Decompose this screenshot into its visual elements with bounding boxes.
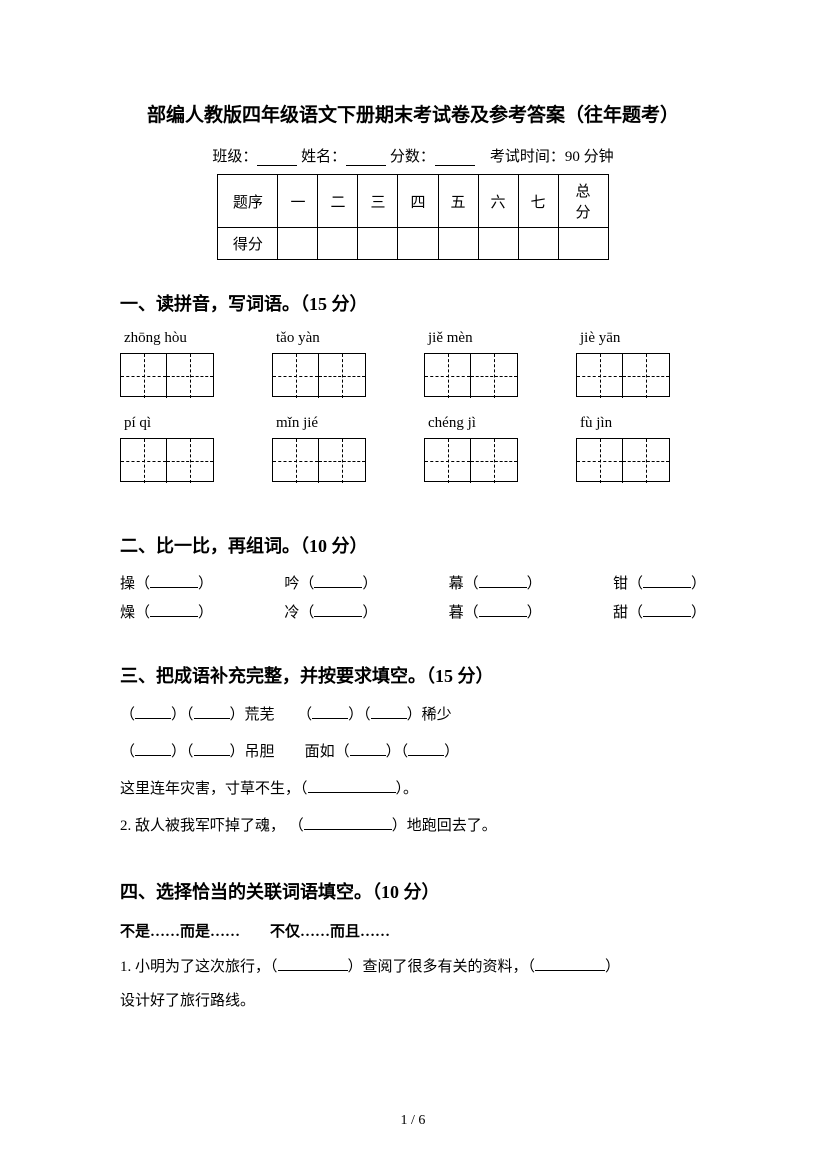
idiom-sentence-1: 这里连年灾害，寸草不生，（）。 (120, 776, 706, 803)
word-pair: 甜（） (613, 601, 706, 622)
char-grid[interactable] (120, 438, 214, 482)
fill-blank[interactable] (135, 718, 171, 719)
word-pair: 暮（） (449, 601, 542, 622)
col-header: 三 (358, 175, 398, 228)
pinyin-label: zhōng hòu (120, 330, 250, 347)
col-header: 四 (398, 175, 438, 228)
pinyin-item: pí qì (120, 415, 250, 482)
pinyin-item: fù jìn (576, 415, 706, 482)
char-grid[interactable] (576, 353, 670, 397)
fill-blank[interactable] (194, 755, 230, 756)
score-cell[interactable] (478, 228, 518, 260)
col-header: 六 (478, 175, 518, 228)
pinyin-item: zhōng hòu (120, 330, 250, 397)
pinyin-item: mǐn jié (272, 415, 402, 482)
row-header: 得分 (218, 228, 278, 260)
pinyin-label: pí qì (120, 415, 250, 432)
char-grid[interactable] (576, 438, 670, 482)
question-1-line2: 设计好了旅行路线。 (120, 987, 706, 1016)
char-grid[interactable] (424, 438, 518, 482)
fill-blank[interactable] (479, 616, 527, 617)
idiom-line-2: （）（）吊胆 面如（）（） (120, 739, 706, 766)
pinyin-item: tǎo yàn (272, 330, 402, 397)
col-header: 一 (278, 175, 318, 228)
fill-blank[interactable] (479, 587, 527, 588)
pinyin-item: chéng jì (424, 415, 554, 482)
fill-blank[interactable] (194, 718, 230, 719)
fill-blank[interactable] (408, 755, 444, 756)
fill-blank[interactable] (371, 718, 407, 719)
score-cell[interactable] (558, 228, 608, 260)
pinyin-label: jiě mèn (424, 330, 554, 347)
pinyin-item: jiè yān (576, 330, 706, 397)
char-grid[interactable] (424, 353, 518, 397)
section-1-title: 一、读拼音，写词语。（15 分） (120, 290, 706, 316)
pinyin-label: fù jìn (576, 415, 706, 432)
fill-blank[interactable] (278, 970, 348, 971)
word-compare-row-2: 燥（） 冷（） 暮（） 甜（） (120, 601, 706, 622)
fill-blank[interactable] (350, 755, 386, 756)
pinyin-row-1: zhōng hòu tǎo yàn jiě mèn jiè yān (120, 330, 706, 397)
pinyin-row-2: pí qì mǐn jié chéng jì fù jìn (120, 415, 706, 482)
score-cell[interactable] (398, 228, 438, 260)
pinyin-label: tǎo yàn (272, 330, 402, 347)
section-4-title: 四、选择恰当的关联词语填空。（10 分） (120, 878, 706, 904)
exam-time: 考试时间：90 分钟 (490, 149, 614, 165)
name-blank[interactable] (346, 152, 386, 166)
word-pair: 幕（） (449, 572, 542, 593)
row-header: 题序 (218, 175, 278, 228)
idiom-sentence-2: 2. 敌人被我军吓掉了魂， （）地跑回去了。 (120, 813, 706, 840)
score-blank[interactable] (435, 152, 475, 166)
col-header: 七 (518, 175, 558, 228)
score-cell[interactable] (358, 228, 398, 260)
char-grid[interactable] (120, 353, 214, 397)
question-1: 1. 小明为了这次旅行，（）查阅了很多有关的资料，（） (120, 953, 706, 982)
fill-blank[interactable] (304, 829, 392, 830)
score-cell[interactable] (518, 228, 558, 260)
pinyin-label: jiè yān (576, 330, 706, 347)
fill-blank[interactable] (535, 970, 605, 971)
fill-blank[interactable] (308, 792, 396, 793)
word-pair: 操（） (120, 572, 213, 593)
fill-blank[interactable] (135, 755, 171, 756)
score-table: 题序 一 二 三 四 五 六 七 总分 得分 (217, 174, 608, 260)
section-3-title: 三、把成语补充完整，并按要求填空。（15 分） (120, 662, 706, 688)
fill-blank[interactable] (314, 587, 362, 588)
col-header: 五 (438, 175, 478, 228)
pinyin-item: jiě mèn (424, 330, 554, 397)
page-title: 部编人教版四年级语文下册期末考试卷及参考答案（往年题考） (120, 100, 706, 127)
word-pair: 冷（） (284, 601, 377, 622)
score-cell[interactable] (278, 228, 318, 260)
class-label: 班级： (212, 149, 257, 165)
word-pair: 燥（） (120, 601, 213, 622)
char-grid[interactable] (272, 438, 366, 482)
idiom-line-1: （）（）荒芜 （）（）稀少 (120, 702, 706, 729)
conjunction-options: 不是……而是…… 不仅……而且…… (120, 918, 706, 947)
score-cell[interactable] (318, 228, 358, 260)
fill-blank[interactable] (150, 587, 198, 588)
char-grid[interactable] (272, 353, 366, 397)
pinyin-label: chéng jì (424, 415, 554, 432)
score-label: 分数： (390, 149, 435, 165)
word-pair: 钳（） (613, 572, 706, 593)
word-compare-row-1: 操（） 吟（） 幕（） 钳（） (120, 572, 706, 593)
word-pair: 吟（） (284, 572, 377, 593)
fill-blank[interactable] (314, 616, 362, 617)
col-header: 二 (318, 175, 358, 228)
pinyin-label: mǐn jié (272, 415, 402, 432)
section-2-title: 二、比一比，再组词。（10 分） (120, 532, 706, 558)
col-header: 总分 (558, 175, 608, 228)
name-label: 姓名： (301, 149, 346, 165)
fill-blank[interactable] (643, 616, 691, 617)
fill-blank[interactable] (312, 718, 348, 719)
exam-info-line: 班级： 姓名： 分数： 考试时间：90 分钟 (120, 145, 706, 166)
class-blank[interactable] (257, 152, 297, 166)
fill-blank[interactable] (643, 587, 691, 588)
score-cell[interactable] (438, 228, 478, 260)
page-number: 1 / 6 (0, 1113, 826, 1129)
fill-blank[interactable] (150, 616, 198, 617)
